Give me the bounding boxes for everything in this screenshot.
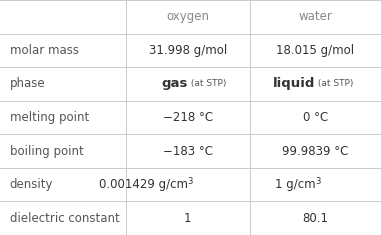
Text: 3: 3 xyxy=(188,177,193,186)
Text: 80.1: 80.1 xyxy=(302,212,328,225)
Text: oxygen: oxygen xyxy=(166,10,209,23)
Text: (at STP): (at STP) xyxy=(188,79,226,88)
Text: gas: gas xyxy=(161,77,188,90)
Text: −218 °C: −218 °C xyxy=(163,111,213,124)
Text: 18.015 g/mol: 18.015 g/mol xyxy=(276,44,354,57)
Text: dielectric constant: dielectric constant xyxy=(10,212,119,225)
Text: molar mass: molar mass xyxy=(10,44,78,57)
Text: boiling point: boiling point xyxy=(10,145,83,158)
Text: density: density xyxy=(10,178,53,191)
Text: 1: 1 xyxy=(184,212,191,225)
Text: 3: 3 xyxy=(315,177,321,186)
Text: water: water xyxy=(298,10,332,23)
Text: melting point: melting point xyxy=(10,111,89,124)
Text: 0 °C: 0 °C xyxy=(303,111,328,124)
Text: 31.998 g/mol: 31.998 g/mol xyxy=(149,44,227,57)
Text: (at STP): (at STP) xyxy=(315,79,354,88)
Text: 0.001429 g/cm: 0.001429 g/cm xyxy=(99,178,188,191)
Text: 1 g/cm: 1 g/cm xyxy=(275,178,315,191)
Text: −183 °C: −183 °C xyxy=(163,145,213,158)
Text: liquid: liquid xyxy=(273,77,315,90)
Text: 99.9839 °C: 99.9839 °C xyxy=(282,145,349,158)
Text: phase: phase xyxy=(10,77,45,90)
